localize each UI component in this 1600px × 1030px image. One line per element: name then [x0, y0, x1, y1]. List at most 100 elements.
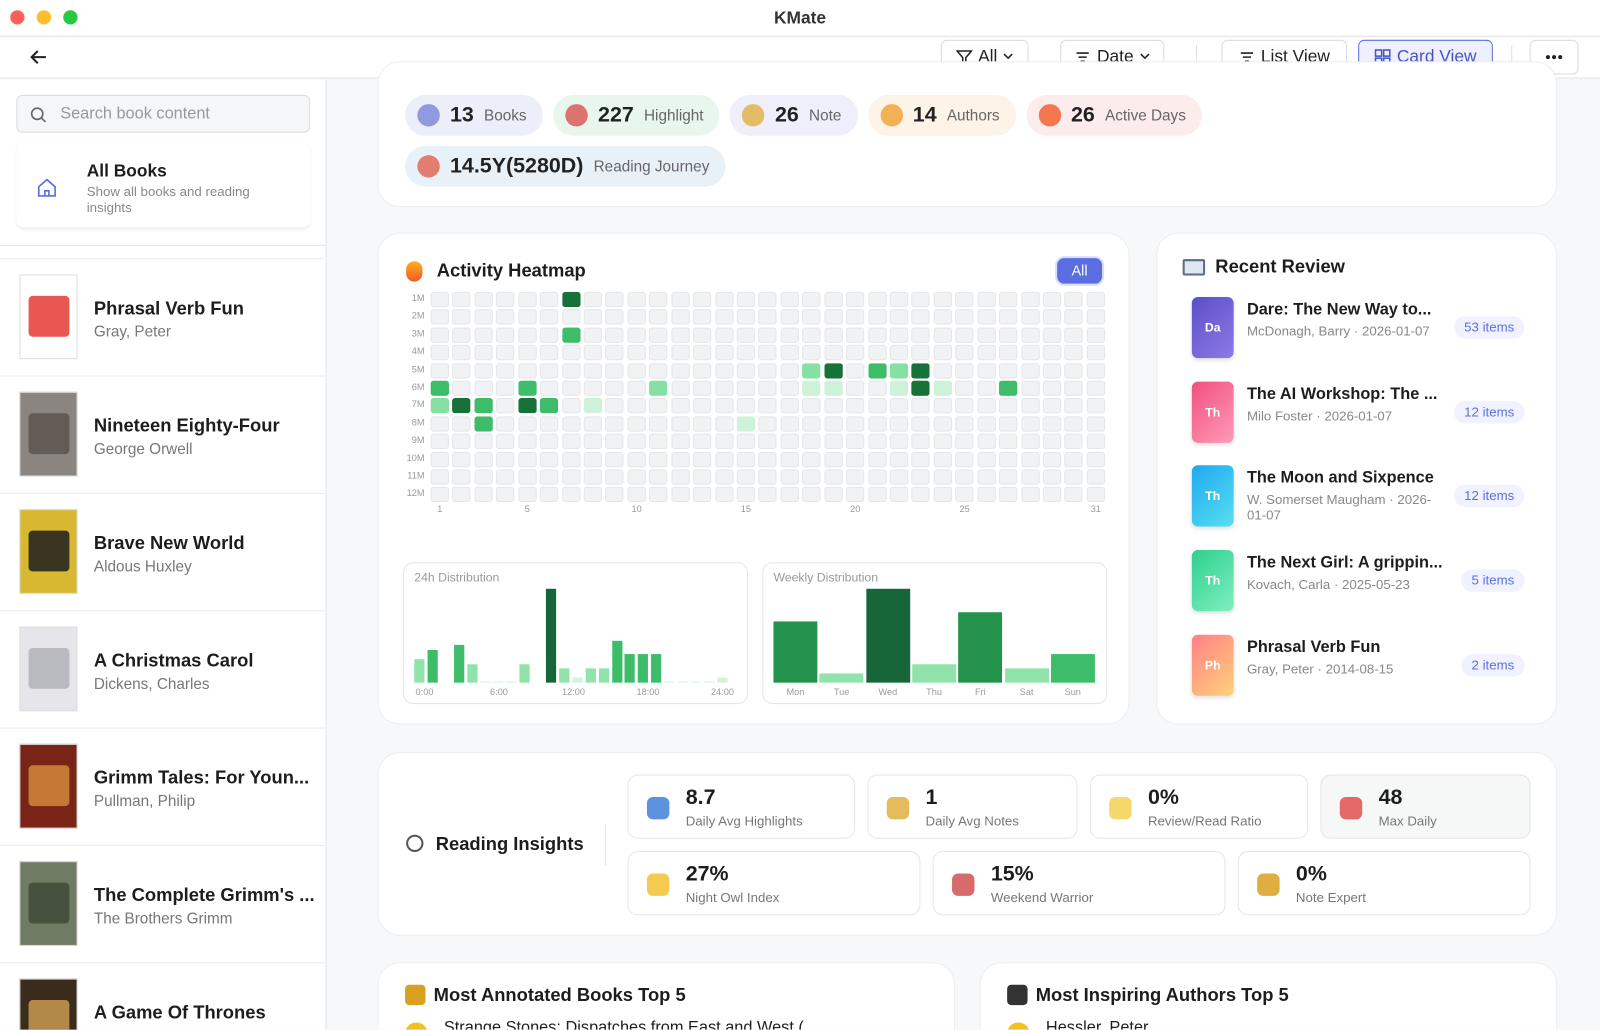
heatmap-cell — [867, 345, 887, 361]
heatmap-cell — [496, 345, 515, 361]
heatmap-cell — [977, 327, 996, 343]
month-label: 1M — [411, 292, 425, 304]
weekly-box: Weekly Distribution Mon Tue Wed Thu Fri Sat Sun — [762, 562, 1108, 705]
book-cover — [19, 626, 78, 712]
search-box[interactable]: Search book content — [16, 94, 311, 133]
heatmap-cell — [1042, 345, 1062, 361]
review-meta: McDonagh, Barry · 2026-01-07 — [1246, 323, 1430, 339]
heatmap-cell — [955, 345, 974, 361]
heatmap-cell — [955, 487, 974, 503]
insight-icon — [952, 873, 975, 896]
insight-icon — [886, 796, 910, 820]
heatmap-cell — [999, 380, 1018, 396]
heatmap-cell — [474, 291, 493, 308]
heatmap-cell — [736, 487, 756, 503]
heatmap-cell — [999, 451, 1018, 467]
heatmap-cell — [933, 433, 952, 450]
insight-card: 27% Night Owl Index — [627, 851, 921, 916]
book-cover — [19, 509, 78, 594]
heatmap-cell — [649, 469, 668, 485]
heatmap-cell — [977, 487, 996, 503]
heatmap-cell — [1042, 398, 1062, 414]
heatmap-cell — [452, 469, 471, 485]
heatmap-cell — [846, 345, 865, 361]
all-books-item[interactable]: All Books Show all books and reading insi… — [16, 142, 311, 229]
heatmap-cell — [867, 291, 887, 308]
window-control[interactable] — [63, 10, 78, 25]
review-item[interactable]: Ph Phrasal Verb Fun Gray, Peter · 2014-08-… — [1157, 634, 1558, 705]
heatmap-cell — [671, 416, 690, 432]
heatmap-cell — [999, 487, 1018, 503]
back-button[interactable] — [29, 47, 51, 67]
heatmap-cell — [496, 309, 515, 325]
heatmap-cell — [911, 345, 931, 361]
window-title: KMate — [773, 8, 827, 28]
heatmap-cell — [605, 380, 624, 396]
review-item[interactable]: Da Dare: The New Way to... McDonagh, Barry… — [1157, 296, 1558, 368]
book-title: A Christmas Carol — [93, 650, 254, 671]
heatmap-cell — [714, 380, 734, 396]
heatmap-cell — [1021, 291, 1040, 308]
heatmap-cell — [999, 327, 1018, 343]
stat-chip: 26 Note — [730, 94, 858, 136]
heatmap-cell — [955, 451, 974, 467]
window-control[interactable] — [10, 10, 25, 25]
heatmap-cell — [955, 380, 974, 396]
heatmap-cell — [1042, 416, 1062, 432]
heatmap-cell — [452, 433, 471, 450]
heatmap-cell — [955, 327, 974, 343]
book-cover — [19, 391, 78, 477]
book-item[interactable]: A Christmas Carol Dickens, Charles — [0, 610, 327, 727]
heatmap-cell — [605, 362, 624, 379]
weekday-label: Sat — [1019, 686, 1034, 697]
month-label: 11M — [407, 470, 425, 481]
review-item[interactable]: Th The Next Girl: A grippin... Kovach, Car… — [1157, 550, 1558, 621]
insight-label: Weekend Warrior — [990, 889, 1094, 906]
insight-label: Night Owl Index — [685, 889, 780, 906]
book-item[interactable]: A Game Of Thrones — [0, 962, 327, 1030]
book-item[interactable]: Brave New World Aldous Huxley — [0, 492, 327, 610]
heatmap-cell — [671, 362, 690, 379]
book-item[interactable]: Nineteen Eighty-Four George Orwell — [0, 375, 327, 493]
heatmap-cell — [649, 398, 668, 414]
heatmap-filter[interactable]: All — [1057, 258, 1103, 284]
heatmap-cell — [605, 451, 624, 467]
rank-badge — [405, 1022, 428, 1030]
review-meta: Gray, Peter · 2014-08-15 — [1246, 661, 1394, 677]
heatmap-cell — [802, 291, 821, 308]
heatmap-cell — [496, 487, 515, 503]
heatmap-cell — [605, 345, 624, 361]
heatmap-cell — [846, 416, 865, 432]
hourly-bar — [677, 681, 688, 683]
heatmap-cell — [867, 309, 887, 325]
hourly-bar — [664, 681, 675, 683]
review-item[interactable]: Th The Moon and Sixpence W. Somerset Maugh… — [1157, 465, 1558, 537]
heatmap-cell — [1064, 345, 1084, 361]
heatmap-cell — [758, 309, 777, 325]
heatmap-cell — [539, 451, 559, 467]
book-item[interactable]: The Complete Grimm's ... The Brothers Gri… — [0, 844, 327, 962]
heatmap-cell — [474, 327, 493, 343]
stat-value: 227 — [598, 103, 634, 127]
heatmap-cell — [474, 309, 493, 325]
heatmap-cell — [933, 398, 952, 414]
book-item[interactable]: Phrasal Verb Fun Gray, Peter — [0, 258, 327, 375]
heatmap-cell — [1086, 487, 1105, 503]
day-tick: 1 — [437, 504, 443, 515]
heatmap-cell — [736, 380, 756, 396]
book-item[interactable]: Grimm Tales: For Youn... Pullman, Philip — [0, 727, 327, 845]
review-item[interactable]: Th The AI Workshop: The ... Milo Foster · … — [1157, 381, 1558, 452]
review-meta: W. Somerset Maugham · 2026-01-07 — [1246, 492, 1432, 523]
heatmap-cell — [802, 469, 821, 485]
heatmap-cell — [1042, 487, 1062, 503]
window-control[interactable] — [36, 10, 52, 25]
heatmap-cell — [693, 398, 712, 414]
review-title: The Next Girl: A grippin... — [1246, 554, 1443, 572]
stat-icon — [565, 104, 588, 127]
book-title: A Game Of Thrones — [93, 1002, 266, 1023]
insight-card: 8.7 Daily Avg Highlights — [627, 774, 856, 839]
heatmap-cell — [1021, 345, 1040, 361]
month-label: 5M — [411, 363, 425, 375]
day-tick: 31 — [1090, 504, 1101, 515]
weekly-title: Weekly Distribution — [773, 570, 879, 585]
